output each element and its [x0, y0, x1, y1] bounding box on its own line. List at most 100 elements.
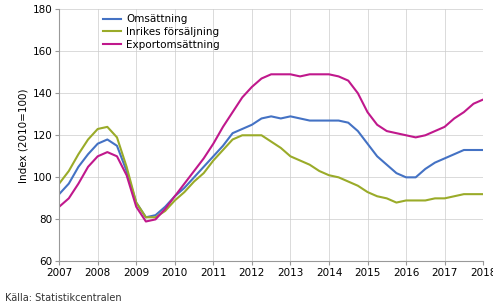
Exportomsättning [95, 154, 101, 158]
Inrikes försäljning [480, 192, 486, 196]
Omsättning [152, 213, 158, 217]
Omsättning [307, 119, 313, 123]
Exportomsättning [355, 92, 361, 95]
Inrikes försäljning [451, 195, 457, 198]
Exportomsättning [258, 77, 264, 80]
Exportomsättning [278, 72, 284, 76]
Exportomsättning [66, 197, 72, 200]
Exportomsättning [172, 195, 178, 198]
Exportomsättning [423, 133, 428, 137]
Exportomsättning [56, 205, 62, 209]
Inrikes försäljning [249, 133, 255, 137]
Omsättning [413, 175, 419, 179]
Exportomsättning [413, 136, 419, 139]
Inrikes försäljning [162, 209, 168, 213]
Exportomsättning [124, 173, 130, 177]
Inrikes försäljning [152, 216, 158, 219]
Inrikes försäljning [56, 182, 62, 185]
Exportomsättning [220, 125, 226, 129]
Omsättning [162, 205, 168, 209]
Exportomsättning [364, 110, 370, 114]
Omsättning [345, 121, 351, 125]
Inrikes försäljning [384, 197, 390, 200]
Line: Exportomsättning: Exportomsättning [59, 74, 483, 222]
Omsättning [480, 148, 486, 152]
Exportomsättning [287, 72, 293, 76]
Omsättning [423, 167, 428, 171]
Inrikes försäljning [461, 192, 467, 196]
Inrikes försäljning [355, 184, 361, 188]
Exportomsättning [432, 129, 438, 133]
Omsättning [211, 154, 216, 158]
Exportomsättning [201, 157, 207, 160]
Omsättning [230, 131, 236, 135]
Inrikes försäljning [133, 201, 139, 204]
Omsättning [114, 144, 120, 148]
Omsättning [326, 119, 332, 123]
Omsättning [355, 129, 361, 133]
Exportomsättning [75, 182, 81, 185]
Line: Inrikes försäljning: Inrikes försäljning [59, 127, 483, 217]
Inrikes försäljning [201, 171, 207, 175]
Omsättning [442, 157, 448, 160]
Inrikes försäljning [345, 180, 351, 183]
Inrikes försäljning [172, 199, 178, 202]
Exportomsättning [374, 123, 380, 126]
Exportomsättning [133, 205, 139, 209]
Inrikes försäljning [124, 165, 130, 169]
Omsättning [201, 165, 207, 169]
Inrikes försäljning [181, 190, 187, 194]
Omsättning [278, 117, 284, 120]
Exportomsättning [152, 218, 158, 221]
Inrikes försäljning [268, 140, 274, 143]
Exportomsättning [249, 85, 255, 89]
Omsättning [249, 123, 255, 126]
Omsättning [75, 165, 81, 169]
Exportomsättning [326, 72, 332, 76]
Inrikes försäljning [66, 169, 72, 173]
Inrikes försäljning [336, 175, 342, 179]
Exportomsättning [307, 72, 313, 76]
Omsättning [105, 138, 110, 141]
Text: Källa: Statistikcentralen: Källa: Statistikcentralen [5, 293, 122, 303]
Exportomsättning [211, 142, 216, 146]
Inrikes försäljning [105, 125, 110, 129]
Inrikes försäljning [364, 190, 370, 194]
Inrikes försäljning [393, 201, 399, 204]
Omsättning [143, 216, 149, 219]
Exportomsättning [384, 129, 390, 133]
Inrikes försäljning [191, 180, 197, 183]
Inrikes försäljning [423, 199, 428, 202]
Omsättning [384, 163, 390, 167]
Omsättning [124, 169, 130, 173]
Inrikes försäljning [432, 197, 438, 200]
Omsättning [133, 201, 139, 204]
Inrikes försäljning [413, 199, 419, 202]
Omsättning [336, 119, 342, 123]
Exportomsättning [181, 182, 187, 185]
Exportomsättning [239, 96, 245, 99]
Exportomsättning [162, 207, 168, 211]
Inrikes försäljning [403, 199, 409, 202]
Omsättning [432, 161, 438, 164]
Exportomsättning [393, 131, 399, 135]
Omsättning [374, 154, 380, 158]
Exportomsättning [85, 165, 91, 169]
Omsättning [297, 117, 303, 120]
Inrikes försäljning [287, 154, 293, 158]
Inrikes försäljning [95, 127, 101, 131]
Omsättning [172, 195, 178, 198]
Y-axis label: Index (2010=100): Index (2010=100) [18, 88, 28, 182]
Omsättning [56, 192, 62, 196]
Inrikes försäljning [307, 163, 313, 167]
Exportomsättning [336, 74, 342, 78]
Inrikes försäljning [220, 148, 226, 152]
Inrikes försäljning [114, 136, 120, 139]
Omsättning [470, 148, 476, 152]
Inrikes försäljning [374, 195, 380, 198]
Omsättning [461, 148, 467, 152]
Omsättning [66, 182, 72, 185]
Legend: Omsättning, Inrikes försäljning, Exportomsättning: Omsättning, Inrikes försäljning, Exporto… [103, 14, 220, 50]
Omsättning [239, 127, 245, 131]
Exportomsättning [114, 154, 120, 158]
